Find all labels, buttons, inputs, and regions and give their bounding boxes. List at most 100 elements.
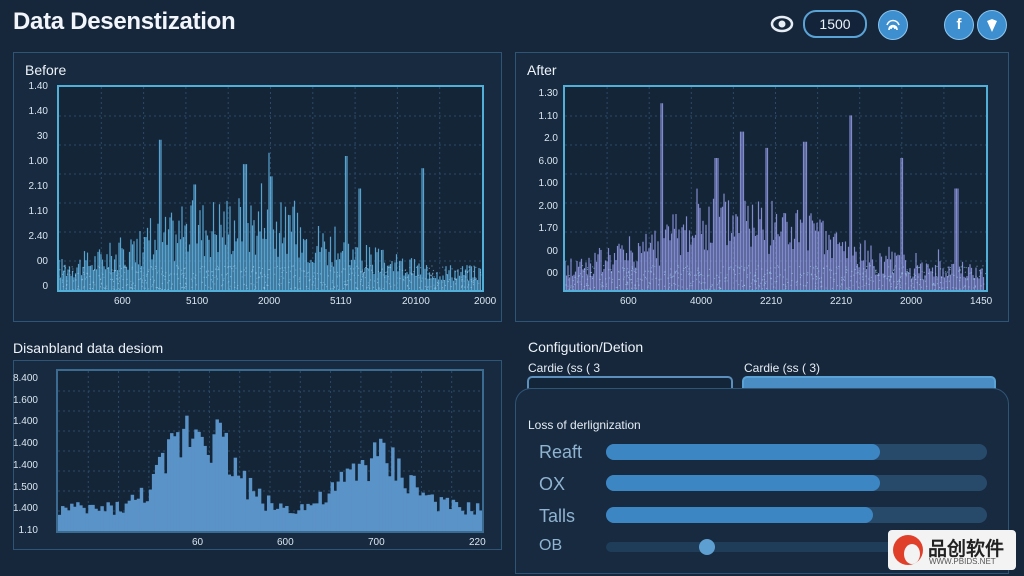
before-dot-149 <box>381 268 383 270</box>
before-dot-375 <box>373 280 376 282</box>
row-bar-ox[interactable] <box>606 475 987 491</box>
after-dot-419 <box>612 278 614 281</box>
before-dot-29 <box>446 274 448 276</box>
before-dot-440 <box>360 271 362 273</box>
before-dot-269 <box>442 266 444 268</box>
dist-y-tick-0: 8.400 <box>12 373 38 384</box>
before-dot-360 <box>100 282 102 284</box>
row-bar-talls[interactable] <box>606 507 987 523</box>
after-dot-381 <box>663 274 666 276</box>
before-dot-98 <box>65 288 67 290</box>
after-dot-38 <box>691 285 693 287</box>
eye-icon[interactable] <box>770 12 794 36</box>
after-dot-26 <box>821 285 823 287</box>
before-dot-142 <box>351 272 353 274</box>
before-dot-72 <box>343 283 346 286</box>
dist-bar-132 <box>457 507 462 531</box>
before-dot-239 <box>450 286 452 288</box>
dist-bar-0 <box>58 514 62 531</box>
after-dot-478 <box>728 267 730 269</box>
after-dot-112 <box>766 287 768 290</box>
after-dot-276 <box>633 269 635 271</box>
dist-bar-29 <box>145 501 150 531</box>
dist-bar-15 <box>103 511 107 531</box>
before-dot-425 <box>448 278 450 281</box>
before-dot-85 <box>463 280 465 282</box>
slider-knob[interactable] <box>699 539 715 555</box>
row-bar-reaft[interactable] <box>606 444 987 460</box>
before-dot-415 <box>99 286 102 288</box>
before-dot-236 <box>279 268 281 270</box>
before-dot-101 <box>369 279 372 281</box>
watermark: 品创软件 WWW.PBIDS.NET <box>888 530 1016 570</box>
shield-button[interactable] <box>977 10 1007 40</box>
after-dot-250 <box>894 266 896 268</box>
after-dot-269 <box>985 273 986 275</box>
after-dot-85 <box>782 276 785 278</box>
dist-bar-87 <box>321 504 325 531</box>
before-dot-197 <box>142 274 144 276</box>
before-dot-554 <box>427 289 429 290</box>
dist-bar-119 <box>418 495 422 531</box>
before-dot-177 <box>388 278 390 280</box>
dist-bar-102 <box>366 481 371 531</box>
after-dot-226 <box>768 272 771 274</box>
before-dot-380 <box>126 278 128 280</box>
before-dot-480 <box>61 273 64 275</box>
before-dot-278 <box>109 271 111 273</box>
row-fill-talls <box>606 507 873 523</box>
after-dot-517 <box>934 289 936 290</box>
fingerprint-button[interactable] <box>878 10 908 40</box>
before-dot-477 <box>424 278 426 280</box>
after-dot-12 <box>605 285 608 287</box>
after-dot-506 <box>874 272 876 274</box>
after-dot-247 <box>576 278 578 280</box>
before-dot-374 <box>289 278 291 280</box>
after-dot-494 <box>770 278 772 280</box>
before-dot-416 <box>370 265 372 267</box>
after-dot-399 <box>718 280 721 282</box>
dist-bar-86 <box>318 491 322 531</box>
dist-y-tick-5: 1.500 <box>12 481 38 493</box>
before-dot-399 <box>447 280 449 283</box>
counter-field[interactable]: 1500 <box>803 10 867 38</box>
before-dot-302 <box>177 267 180 270</box>
before-dot-479 <box>179 282 181 285</box>
before-dot-26 <box>330 288 332 290</box>
after-dot-11 <box>684 266 687 269</box>
after-dot-353 <box>872 280 875 282</box>
after-dot-179 <box>741 265 743 267</box>
dist-bar-46 <box>197 431 201 531</box>
dist-bar-17 <box>109 505 113 531</box>
slider-track[interactable] <box>606 539 906 555</box>
after-dot-272 <box>853 274 855 276</box>
dist-x-tick-2: 700 <box>368 537 385 548</box>
after-dot-86 <box>718 286 720 289</box>
before-dot-322 <box>191 286 193 288</box>
after-dot-505 <box>746 276 748 278</box>
after-dot-403 <box>845 271 847 273</box>
distribution-panel: 8.400 1.600 1.400 1.400 1.400 1.500 1.400 1.10 … <box>13 360 502 550</box>
dist-bar-95 <box>345 468 350 531</box>
dist-bar-58 <box>233 457 238 531</box>
dist-bar-82 <box>306 503 310 531</box>
before-dot-320 <box>205 270 207 272</box>
facebook-button[interactable]: f <box>944 10 974 40</box>
before-dot-410 <box>345 284 347 286</box>
before-dot-125 <box>125 266 127 268</box>
before-dot-369 <box>304 275 306 277</box>
after-dot-516 <box>603 265 605 267</box>
after-dot-306 <box>982 265 984 267</box>
after-dot-79 <box>837 268 839 270</box>
before-dot-249 <box>280 282 282 285</box>
after-dot-303 <box>628 271 630 274</box>
after-dot-110 <box>708 268 711 270</box>
after-dot-536 <box>698 281 701 283</box>
before-dot-118 <box>444 284 446 287</box>
after-dot-504 <box>862 273 864 275</box>
after-dot-438 <box>918 267 920 269</box>
after-dot-362 <box>980 272 982 274</box>
before-dot-31 <box>356 265 358 267</box>
after-dot-258 <box>742 285 744 288</box>
before-dot-181 <box>387 276 389 278</box>
